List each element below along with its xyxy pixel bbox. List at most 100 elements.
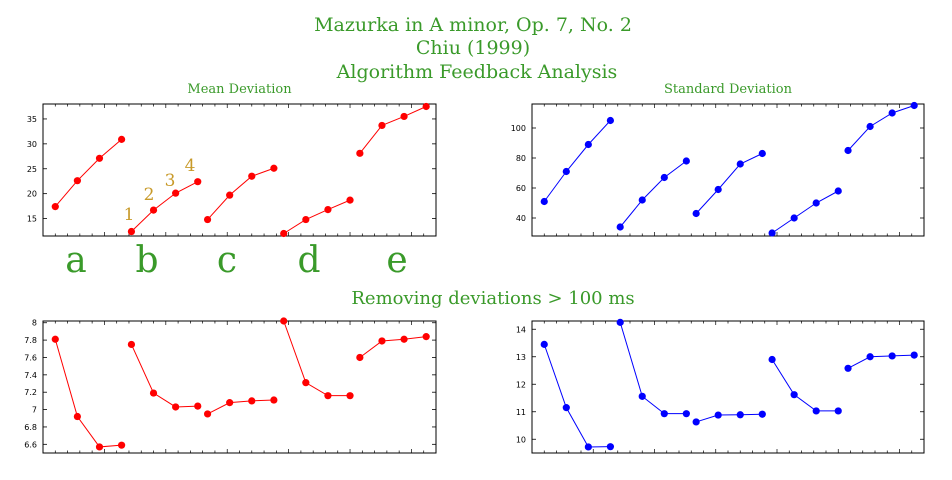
data-point-c-3: [736, 411, 744, 419]
data-point-c-2: [714, 185, 722, 194]
y-tick-label: 60: [516, 184, 526, 193]
data-point-c-1: [692, 418, 700, 426]
data-point-b-4: [682, 157, 690, 165]
data-point-b-4: [194, 402, 202, 410]
data-point-e-1: [356, 353, 364, 362]
data-point-d-1: [768, 355, 776, 364]
figure-title-line2: Chiu (1999): [416, 37, 530, 59]
data-point-e-2: [378, 121, 386, 130]
y-tick-label: 20: [27, 190, 37, 199]
data-point-b-1: [127, 340, 136, 349]
data-point-a-3: [584, 140, 592, 149]
data-point-d-2: [790, 214, 798, 222]
data-point-d-3: [324, 392, 332, 400]
data-point-b-2: [149, 206, 158, 214]
data-point-a-1: [51, 335, 59, 343]
data-point-b-4: [682, 410, 690, 418]
data-point-a-2: [562, 404, 570, 412]
chart-title: Mean Deviation: [187, 82, 292, 97]
y-tick-label: 25: [27, 165, 37, 174]
chart-panel-4: 10 11 12 13 14: [516, 318, 925, 454]
data-point-d-1: [280, 317, 288, 325]
data-point-b-2: [638, 196, 646, 204]
figure-title-line3: Algorithm Feedback Analysis: [336, 61, 618, 83]
y-tick-label: 12: [516, 380, 526, 389]
data-point-b-3: [172, 189, 180, 197]
index-label-3: 3: [165, 171, 176, 191]
y-tick-label: 15: [27, 215, 37, 224]
data-point-c-4: [758, 410, 766, 418]
data-point-e-4: [422, 333, 430, 341]
group-label-a: a: [65, 240, 86, 281]
index-label-1: 1: [124, 205, 135, 225]
data-point-e-1: [356, 149, 364, 157]
data-point-a-4: [118, 441, 126, 449]
y-tick-label: 80: [516, 154, 526, 163]
series-line-d: [283, 199, 351, 234]
data-point-e-2: [378, 337, 386, 345]
series-line-b: [619, 322, 687, 415]
data-point-a-1: [540, 340, 548, 348]
chart-title: Standard Deviation: [664, 82, 793, 97]
data-point-e-4: [910, 101, 918, 110]
data-point-b-3: [660, 410, 668, 418]
y-tick-label: 7: [32, 406, 37, 415]
y-tick-label: 8: [32, 319, 37, 328]
data-point-a-1: [540, 197, 548, 206]
group-labels: a b c d e: [65, 240, 407, 281]
series-line-a: [54, 339, 122, 448]
plot-frame: [42, 103, 437, 237]
data-point-c-3: [248, 397, 256, 405]
y-tick-label: 7.2: [24, 388, 37, 397]
data-point-c-2: [714, 411, 722, 419]
data-point-e-3: [888, 352, 896, 360]
y-tick-label: 7.6: [24, 353, 37, 362]
section-title: Removing deviations > 100 ms: [351, 288, 634, 309]
data-point-b-1: [616, 223, 624, 231]
data-point-c-2: [226, 191, 234, 199]
y-tick-label: 35: [27, 115, 37, 124]
data-point-a-4: [606, 116, 615, 125]
plot-frame: [42, 320, 437, 454]
chart-panel-2: Standard Deviation 40 60 80 100: [511, 82, 925, 237]
data-point-b-2: [149, 389, 158, 397]
y-tick-label: 7.8: [24, 336, 37, 345]
series-line-c: [207, 399, 274, 415]
series-line-b: [131, 181, 198, 232]
data-point-a-4: [118, 135, 126, 143]
data-point-c-3: [248, 172, 256, 180]
plot-frame: [531, 320, 925, 454]
data-point-c-1: [203, 215, 212, 224]
data-point-b-1: [127, 227, 136, 236]
data-point-d-2: [302, 379, 310, 387]
data-point-a-4: [606, 443, 615, 451]
data-point-c-2: [226, 399, 234, 407]
data-point-d-2: [302, 215, 310, 224]
series-line-c: [696, 413, 763, 423]
data-point-e-3: [888, 109, 896, 117]
series-line-e: [359, 336, 427, 358]
index-label-4: 4: [185, 156, 196, 176]
data-point-c-3: [736, 160, 744, 168]
data-point-c-4: [270, 396, 278, 404]
series-line-a: [543, 120, 611, 202]
data-point-e-3: [400, 112, 408, 121]
data-point-d-1: [280, 229, 288, 238]
data-point-e-1: [844, 364, 852, 372]
series-line-b: [619, 160, 687, 228]
data-point-b-3: [660, 173, 668, 182]
chart-panel-1: Mean Deviation 15 20 25 30 35: [27, 82, 437, 238]
data-point-c-1: [692, 209, 700, 218]
series-line-b: [130, 344, 198, 408]
series-line-a: [543, 344, 611, 448]
series-line-e: [359, 106, 427, 154]
data-point-e-2: [866, 353, 874, 361]
data-point-a-3: [95, 443, 104, 451]
data-point-d-4: [834, 187, 842, 195]
data-point-b-3: [172, 403, 180, 411]
data-point-d-4: [346, 392, 354, 400]
charts: Mean Deviation 15 20 25 30 35 Standard Deviati…: [24, 82, 925, 454]
y-tick-label: 40: [516, 214, 526, 223]
data-point-a-3: [95, 154, 104, 162]
